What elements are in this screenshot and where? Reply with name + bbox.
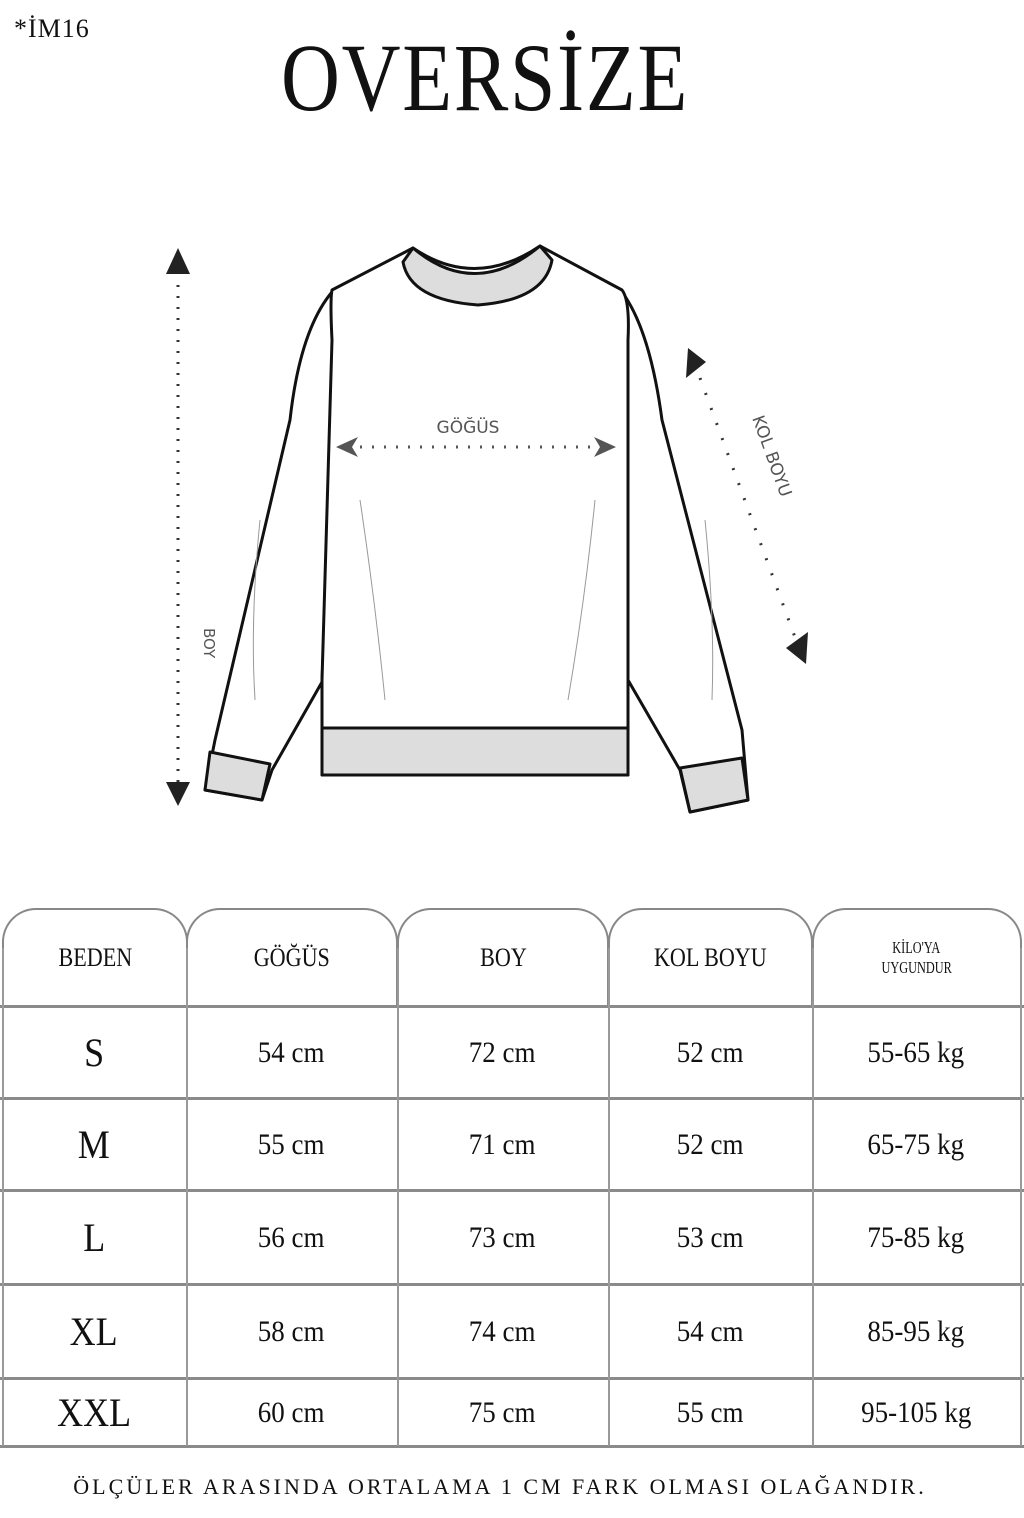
header-weight: KİLO'YA UYGUNDUR <box>812 908 1022 1006</box>
cell-size: L <box>83 1215 105 1260</box>
arrow-right-icon <box>594 437 616 457</box>
collar-rib <box>401 244 554 307</box>
header-size: BEDEN <box>2 908 188 1006</box>
cell-weight: 65-75 kg <box>867 1128 965 1161</box>
cell-chest: 55 cm <box>258 1128 325 1161</box>
divider <box>186 948 188 1446</box>
divider <box>1020 948 1022 1446</box>
divider <box>0 1377 1024 1380</box>
cell-size: XL <box>69 1309 118 1354</box>
divider <box>812 948 814 1446</box>
arrow-down-icon <box>166 782 190 806</box>
cell-sleeve: 53 cm <box>676 1221 744 1254</box>
arrow-up-icon <box>686 348 706 378</box>
divider <box>0 1283 1024 1286</box>
cell-length: 74 cm <box>469 1315 536 1348</box>
length-label: BOY <box>200 628 218 659</box>
cell-chest: 54 cm <box>258 1036 325 1069</box>
divider <box>608 948 610 1446</box>
cell-sleeve: 52 cm <box>676 1036 744 1069</box>
cell-chest: 56 cm <box>258 1221 325 1254</box>
footer-note: ÖLÇÜLER ARASINDA ORTALAMA 1 CM FARK OLMA… <box>73 1474 927 1499</box>
cell-weight: 85-95 kg <box>867 1315 965 1348</box>
chest-label: GÖĞÜS <box>437 416 500 438</box>
cell-weight: 95-105 kg <box>860 1396 972 1429</box>
right-sleeve <box>620 290 750 814</box>
cell-sleeve: 55 cm <box>676 1396 744 1429</box>
header-length: BOY <box>397 908 609 1006</box>
arrow-down-icon <box>786 632 808 664</box>
divider <box>397 948 399 1446</box>
divider <box>2 948 4 1446</box>
cell-size: XXL <box>57 1390 131 1435</box>
cell-length: 71 cm <box>469 1128 536 1161</box>
divider <box>0 1005 1024 1008</box>
cell-length: 72 cm <box>469 1036 536 1069</box>
cell-chest: 58 cm <box>258 1315 325 1348</box>
arrow-up-icon <box>166 248 190 274</box>
cell-size: M <box>77 1122 111 1167</box>
sweatshirt-diagram: BOY GÖĞÜS KOL BOYU <box>166 244 808 814</box>
divider <box>0 1189 1024 1192</box>
cell-weight: 75-85 kg <box>867 1221 965 1254</box>
left-cuff <box>203 750 272 802</box>
page-title: OVERSİZE <box>281 24 689 131</box>
sleeve-label: KOL BOYU <box>747 413 795 500</box>
cell-size: S <box>83 1030 105 1075</box>
divider <box>0 1097 1024 1100</box>
cell-sleeve: 54 cm <box>676 1315 744 1348</box>
cell-length: 75 cm <box>469 1396 536 1429</box>
cell-sleeve: 52 cm <box>676 1128 744 1161</box>
arrow-left-icon <box>336 437 358 457</box>
body <box>320 244 630 777</box>
header-sleeve: KOL BOYU <box>608 908 813 1006</box>
cell-weight: 55-65 kg <box>867 1036 965 1069</box>
right-cuff <box>678 756 750 814</box>
left-sleeve <box>203 290 337 802</box>
cell-chest: 60 cm <box>258 1396 325 1429</box>
sweatshirt-drawing <box>203 244 750 814</box>
hem-rib <box>320 726 630 777</box>
product-code: *İM16 <box>14 14 90 43</box>
cell-length: 73 cm <box>469 1221 536 1254</box>
divider <box>0 1445 1024 1448</box>
header-chest: GÖĞÜS <box>186 908 398 1006</box>
